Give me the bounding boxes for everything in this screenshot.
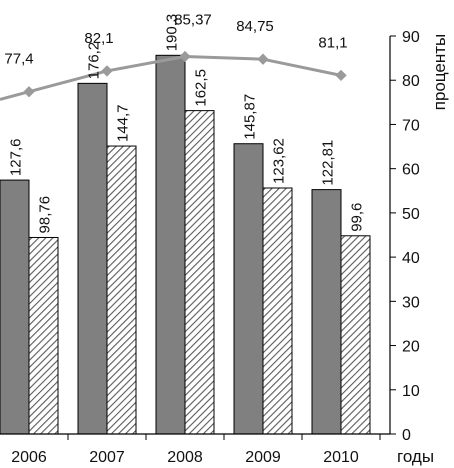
- bar-series2-2009: [262, 187, 293, 435]
- bar-series1-2006: [0, 179, 30, 435]
- bar-value-label: 145,87: [242, 94, 259, 140]
- bar-value-label: 98,76: [37, 196, 54, 234]
- trend-point-2009: [257, 53, 269, 65]
- y-tick-label: 90: [402, 29, 420, 46]
- y-axis-title: проценты: [430, 34, 449, 111]
- bar-value-label: 176,2: [86, 42, 103, 80]
- y-tick-label: 30: [402, 294, 420, 311]
- trend-line: [0, 54, 342, 101]
- trend-point-2007: [101, 65, 113, 77]
- y-tick-label: 60: [402, 162, 420, 179]
- x-tick-label: 2010: [323, 449, 359, 466]
- bar-series1-2007: [77, 82, 108, 435]
- y-tick-label: 50: [402, 206, 420, 223]
- y-tick-label: 70: [402, 117, 420, 134]
- trend-value-label: 81,1: [318, 34, 347, 51]
- y-tick-label: 0: [402, 427, 411, 444]
- bar-value-label: 144,7: [115, 105, 132, 143]
- y-tick-label: 20: [402, 339, 420, 356]
- bar-value-label: 127,6: [8, 139, 25, 177]
- bar-series2-2007: [106, 145, 137, 435]
- bar-value-label: 162,5: [193, 69, 210, 107]
- x-tick-label: 2006: [11, 449, 47, 466]
- trend-value-label: 85,37: [174, 11, 212, 28]
- x-tick-label: 2008: [167, 449, 203, 466]
- bar-value-label: 190,3: [164, 14, 181, 52]
- bar-value-label: 99,6: [349, 203, 366, 232]
- trend-point-2008: [179, 50, 191, 63]
- trend-value-label: 77,4: [4, 51, 33, 68]
- x-tick-label: 2007: [89, 449, 125, 466]
- x-axis-title: годы: [397, 447, 434, 466]
- bars-layer: [0, 54, 371, 435]
- y-tick-label: 80: [402, 73, 420, 90]
- x-tick-label: 2009: [245, 449, 281, 466]
- trend-value-label: 82,1: [84, 30, 113, 47]
- bar-series2-2008: [184, 110, 215, 435]
- trend-value-label: 84,75: [236, 18, 274, 35]
- bar-series2-2010: [340, 235, 371, 435]
- bar-series1-2009: [233, 143, 264, 435]
- bar-series1-2008: [155, 54, 186, 435]
- y-tick-label: 10: [402, 383, 420, 400]
- bar-value-label: 123,62: [271, 138, 288, 184]
- trend-point-2010: [335, 69, 347, 82]
- trend-point-2006: [23, 86, 35, 98]
- bar-series2-2006: [28, 236, 59, 435]
- bar-series1-2010: [311, 189, 342, 435]
- data-labels-layer: 127,6 176,2 190,3 145,87 122,81 98,76 144,7 162…: [4, 11, 365, 233]
- y-tick-label: 40: [402, 250, 420, 267]
- axes-layer: 2006 2007 2008 2009 2010 0 10 20 30 40 50 60 70 80 90: [0, 29, 420, 466]
- bar-value-label: 122,81: [320, 140, 337, 186]
